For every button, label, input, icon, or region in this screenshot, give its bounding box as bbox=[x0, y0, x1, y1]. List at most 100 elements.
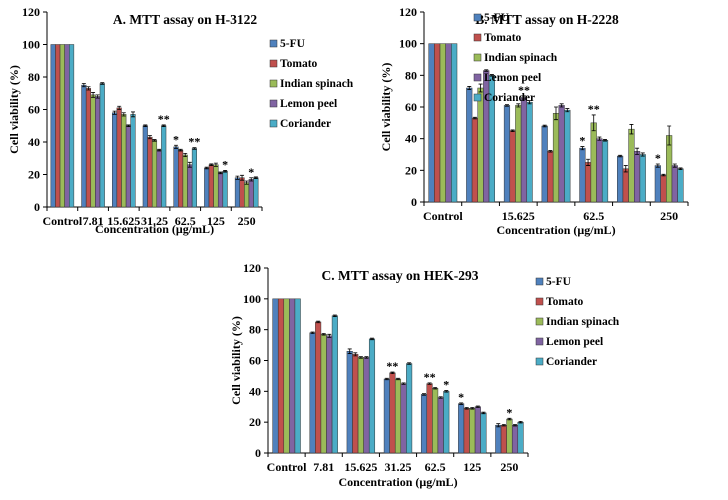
bar bbox=[601, 140, 609, 203]
error-bar bbox=[152, 139, 157, 142]
x-tick-label: 7.81 bbox=[313, 460, 334, 474]
bar bbox=[511, 425, 519, 454]
bar bbox=[326, 335, 333, 454]
error-bar bbox=[510, 129, 515, 132]
bar bbox=[394, 378, 402, 454]
error-bar bbox=[81, 83, 86, 88]
error-bar bbox=[401, 382, 406, 385]
error-bar bbox=[204, 166, 209, 170]
bar bbox=[99, 83, 105, 208]
legend-label: Tomato bbox=[280, 58, 318, 70]
bar bbox=[509, 130, 516, 203]
error-bar bbox=[518, 420, 523, 424]
bar bbox=[596, 138, 603, 203]
error-bar bbox=[464, 407, 469, 410]
bar bbox=[234, 177, 240, 208]
error-bar bbox=[370, 337, 374, 341]
error-bar bbox=[655, 163, 660, 168]
bar bbox=[445, 43, 452, 203]
significance-marker: * bbox=[579, 134, 585, 148]
bar bbox=[363, 357, 370, 454]
chart-title: A. MTT assay on H-3122 bbox=[113, 12, 257, 27]
bar bbox=[151, 140, 158, 208]
x-tick-label: 62.5 bbox=[425, 460, 446, 474]
y-tick-label: 0 bbox=[411, 195, 417, 209]
bar bbox=[495, 425, 502, 454]
error-bar bbox=[580, 146, 585, 151]
significance-marker: * bbox=[655, 151, 661, 165]
error-bar bbox=[347, 348, 352, 354]
bar bbox=[634, 151, 641, 203]
bar bbox=[660, 174, 667, 203]
bar bbox=[191, 148, 197, 208]
bar bbox=[294, 298, 301, 454]
bar bbox=[666, 135, 673, 203]
y-axis-label: Cell viability (%) bbox=[229, 316, 243, 405]
y-tick-label: 20 bbox=[28, 168, 40, 182]
x-tick-label: 250 bbox=[238, 214, 256, 228]
bar bbox=[331, 315, 338, 454]
error-bar bbox=[661, 173, 666, 177]
chart-title: C. MTT assay on HEK-293 bbox=[322, 268, 479, 283]
bar bbox=[90, 94, 96, 208]
bar bbox=[480, 412, 487, 454]
bar bbox=[677, 168, 684, 203]
error-bar bbox=[321, 333, 326, 336]
bar bbox=[213, 164, 219, 208]
bar bbox=[520, 97, 528, 203]
bar bbox=[64, 44, 70, 208]
legend-label: Tomato bbox=[484, 32, 522, 44]
bar bbox=[622, 168, 629, 203]
bar bbox=[437, 397, 444, 454]
error-bar bbox=[548, 150, 553, 153]
bar bbox=[584, 162, 592, 203]
bar bbox=[515, 105, 522, 203]
x-tick-label: 31.25 bbox=[141, 214, 168, 228]
legend-swatch bbox=[535, 337, 544, 346]
error-bar bbox=[86, 86, 91, 91]
x-axis-label: Concentration (μg/mL) bbox=[338, 475, 457, 489]
bar bbox=[156, 149, 162, 208]
error-bar bbox=[147, 135, 152, 140]
x-tick-label: 62.5 bbox=[583, 209, 604, 223]
bar bbox=[272, 298, 279, 454]
bar bbox=[277, 298, 285, 454]
error-bar bbox=[565, 108, 570, 113]
bar bbox=[383, 378, 390, 454]
bar bbox=[458, 403, 465, 454]
bar bbox=[204, 167, 210, 208]
legend-swatch bbox=[473, 93, 482, 102]
y-axis-label: Cell viability (%) bbox=[379, 63, 393, 152]
significance-marker: ** bbox=[386, 359, 398, 373]
y-tick-label: 80 bbox=[249, 323, 261, 337]
bar bbox=[81, 84, 87, 208]
x-tick-label: 250 bbox=[500, 460, 518, 474]
legend-swatch bbox=[535, 277, 544, 286]
x-tick-label: 250 bbox=[660, 209, 678, 223]
error-bar bbox=[131, 111, 135, 118]
legend-swatch bbox=[473, 53, 482, 62]
bar bbox=[182, 154, 188, 208]
significance-marker: * bbox=[222, 157, 228, 171]
legend-swatch bbox=[535, 297, 544, 306]
error-bar bbox=[496, 423, 501, 428]
error-bar bbox=[174, 144, 178, 149]
bar bbox=[368, 338, 376, 454]
bar bbox=[55, 44, 61, 208]
error-bar bbox=[209, 163, 214, 166]
error-bar bbox=[161, 124, 166, 127]
bar bbox=[617, 155, 624, 203]
legend-swatch bbox=[535, 357, 544, 366]
bar bbox=[208, 164, 214, 208]
x-tick-label: 125 bbox=[463, 460, 481, 474]
bar bbox=[187, 164, 193, 208]
bar bbox=[315, 321, 322, 454]
legend-label: Indian spinach bbox=[484, 52, 558, 64]
bar bbox=[463, 408, 470, 454]
bar bbox=[671, 165, 678, 203]
y-tick-label: 40 bbox=[28, 135, 40, 149]
error-bar bbox=[223, 170, 228, 173]
legend-swatch bbox=[269, 39, 278, 48]
y-tick-label: 120 bbox=[22, 5, 40, 19]
